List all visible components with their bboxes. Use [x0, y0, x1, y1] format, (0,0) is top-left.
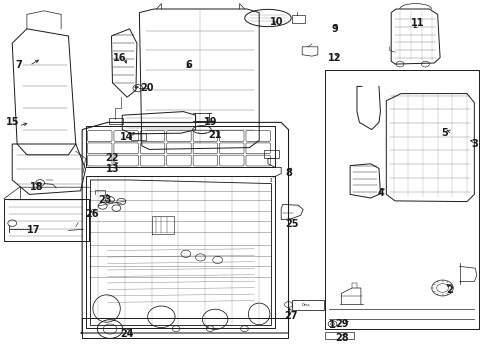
Text: 28: 28 [335, 333, 348, 343]
Text: 8: 8 [285, 168, 291, 178]
Text: 1: 1 [328, 320, 335, 330]
Text: 2: 2 [446, 285, 452, 295]
Text: 25: 25 [285, 219, 299, 229]
Text: 27: 27 [284, 311, 298, 321]
Text: 21: 21 [208, 130, 222, 140]
Text: 20: 20 [140, 83, 153, 93]
Text: 12: 12 [327, 53, 341, 63]
Text: 16: 16 [113, 53, 126, 63]
Text: 19: 19 [203, 117, 217, 127]
Text: 11: 11 [410, 18, 424, 28]
Text: 7: 7 [15, 60, 22, 70]
Text: 24: 24 [120, 329, 134, 339]
Text: 17: 17 [26, 225, 40, 235]
Text: 5: 5 [441, 128, 447, 138]
Text: 6: 6 [184, 60, 191, 70]
Text: 29: 29 [335, 319, 348, 329]
Text: 3: 3 [470, 139, 477, 149]
Text: 26: 26 [85, 209, 99, 219]
Text: 22: 22 [105, 153, 119, 163]
Text: 18: 18 [30, 182, 43, 192]
Text: 13: 13 [105, 164, 119, 174]
Text: 23: 23 [98, 195, 112, 205]
Text: Desc: Desc [301, 302, 309, 307]
Text: 10: 10 [269, 17, 283, 27]
Text: 14: 14 [120, 132, 134, 142]
Text: 4: 4 [377, 188, 384, 198]
Text: 15: 15 [5, 117, 19, 127]
Text: 9: 9 [331, 24, 338, 34]
